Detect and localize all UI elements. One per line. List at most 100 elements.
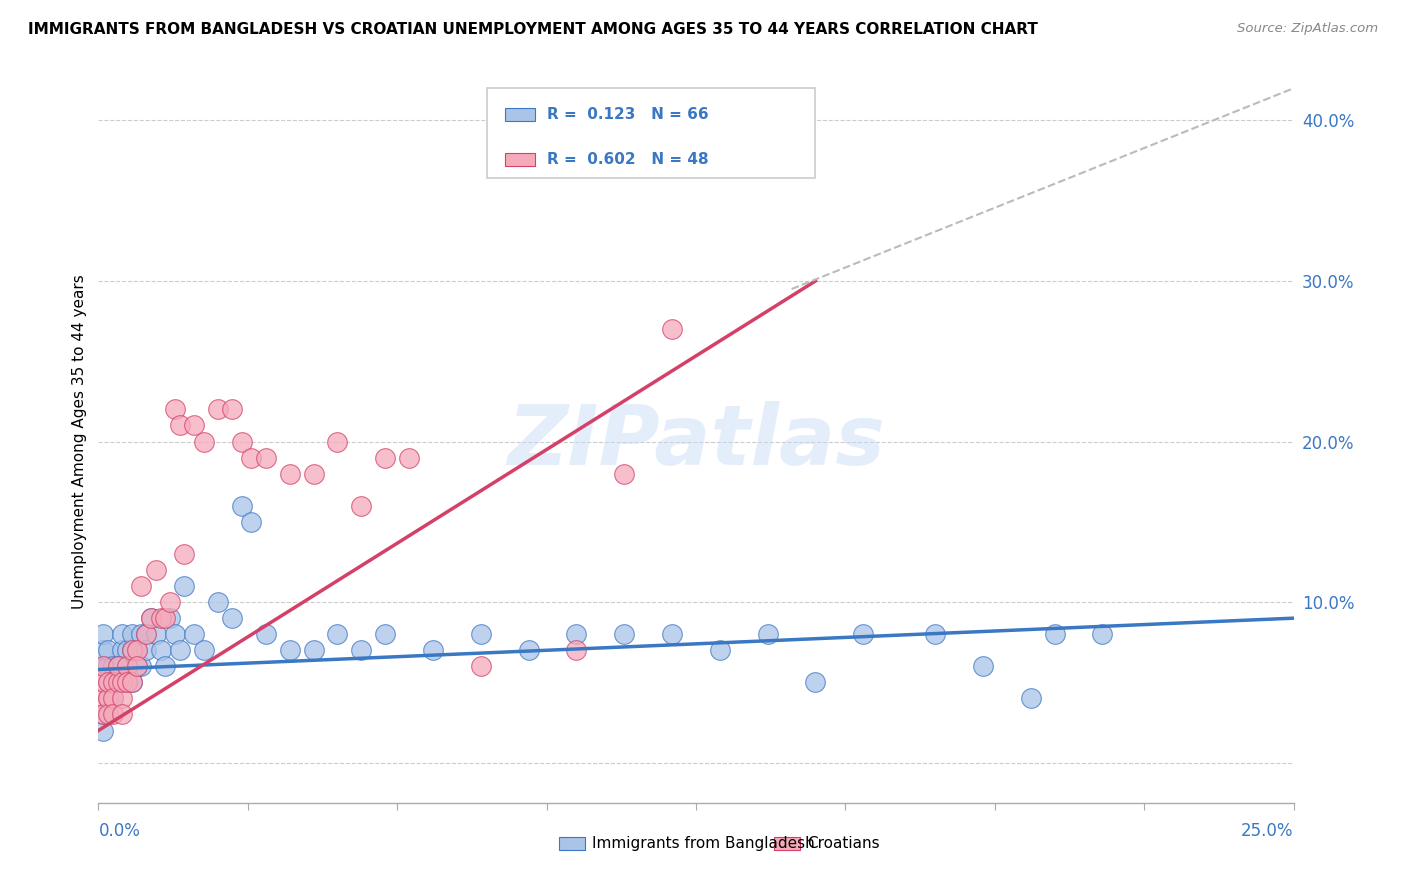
Point xyxy=(97,675,120,690)
Point xyxy=(326,627,349,641)
Point xyxy=(470,627,492,641)
Point xyxy=(91,659,114,673)
Point xyxy=(97,691,120,706)
Text: IMMIGRANTS FROM BANGLADESH VS CROATIAN UNEMPLOYMENT AMONG AGES 35 TO 44 YEARS CO: IMMIGRANTS FROM BANGLADESH VS CROATIAN U… xyxy=(28,22,1038,37)
Point xyxy=(350,643,373,657)
Point xyxy=(91,643,114,657)
Point xyxy=(139,611,162,625)
Point xyxy=(131,659,153,673)
Point xyxy=(924,627,946,641)
Text: Immigrants from Bangladesh: Immigrants from Bangladesh xyxy=(592,836,814,851)
Point xyxy=(135,627,157,641)
Point xyxy=(101,707,124,722)
Text: ZIPatlas: ZIPatlas xyxy=(508,401,884,482)
Point xyxy=(139,611,162,625)
Point xyxy=(115,643,138,657)
Point xyxy=(169,643,191,657)
Point xyxy=(1019,691,1042,706)
Point xyxy=(145,563,167,577)
Point xyxy=(240,450,263,465)
Point xyxy=(565,627,588,641)
Point xyxy=(661,627,683,641)
Point xyxy=(231,434,253,449)
Point xyxy=(173,547,195,561)
FancyBboxPatch shape xyxy=(558,837,585,850)
Point xyxy=(326,434,349,449)
Point xyxy=(111,675,134,690)
Point xyxy=(107,659,129,673)
Point xyxy=(101,691,124,706)
Point xyxy=(517,643,540,657)
Point xyxy=(149,643,172,657)
Point xyxy=(131,579,153,593)
Point xyxy=(207,402,229,417)
Point xyxy=(661,322,683,336)
Point xyxy=(374,627,396,641)
Point xyxy=(101,691,124,706)
FancyBboxPatch shape xyxy=(505,153,534,166)
Point xyxy=(121,675,143,690)
FancyBboxPatch shape xyxy=(505,109,534,121)
Point xyxy=(97,675,120,690)
Point xyxy=(613,467,636,481)
Point xyxy=(111,659,134,673)
Y-axis label: Unemployment Among Ages 35 to 44 years: Unemployment Among Ages 35 to 44 years xyxy=(72,274,87,609)
Point xyxy=(254,627,277,641)
Point xyxy=(91,659,114,673)
Point xyxy=(302,643,325,657)
Point xyxy=(972,659,994,673)
Point xyxy=(111,707,134,722)
Point xyxy=(125,659,148,673)
Point xyxy=(159,595,181,609)
Point xyxy=(302,467,325,481)
Point xyxy=(125,659,148,673)
Point xyxy=(173,579,195,593)
Point xyxy=(101,659,124,673)
Point xyxy=(115,675,138,690)
Point xyxy=(91,675,114,690)
Point xyxy=(135,627,157,641)
Text: 25.0%: 25.0% xyxy=(1241,822,1294,840)
Point xyxy=(91,707,114,722)
Point xyxy=(101,675,124,690)
Point xyxy=(350,499,373,513)
FancyBboxPatch shape xyxy=(773,837,800,850)
Point xyxy=(183,418,205,433)
Text: Croatians: Croatians xyxy=(807,836,880,851)
Point xyxy=(254,450,277,465)
FancyBboxPatch shape xyxy=(486,87,815,178)
Point xyxy=(101,675,124,690)
Text: 0.0%: 0.0% xyxy=(98,822,141,840)
Point xyxy=(278,643,301,657)
Text: R =  0.602   N = 48: R = 0.602 N = 48 xyxy=(547,153,709,168)
Point xyxy=(111,643,134,657)
Point xyxy=(107,675,129,690)
Point xyxy=(398,450,420,465)
Point xyxy=(115,659,138,673)
Point xyxy=(163,402,186,417)
Point xyxy=(1091,627,1114,641)
Point xyxy=(1043,627,1066,641)
Point xyxy=(91,707,114,722)
Point xyxy=(613,627,636,641)
Text: R =  0.123   N = 66: R = 0.123 N = 66 xyxy=(547,107,709,122)
Point xyxy=(125,643,148,657)
Point xyxy=(101,675,124,690)
Point xyxy=(183,627,205,641)
Point xyxy=(804,675,827,690)
Point xyxy=(221,611,243,625)
Point xyxy=(135,643,157,657)
Point xyxy=(221,402,243,417)
Point xyxy=(121,643,143,657)
Point xyxy=(852,627,875,641)
Point xyxy=(121,643,143,657)
Point xyxy=(155,611,177,625)
Point xyxy=(145,627,167,641)
Point xyxy=(709,643,731,657)
Point xyxy=(91,627,114,641)
Point xyxy=(756,627,779,641)
Point xyxy=(97,643,120,657)
Point xyxy=(374,450,396,465)
Point xyxy=(565,643,588,657)
Point xyxy=(107,675,129,690)
